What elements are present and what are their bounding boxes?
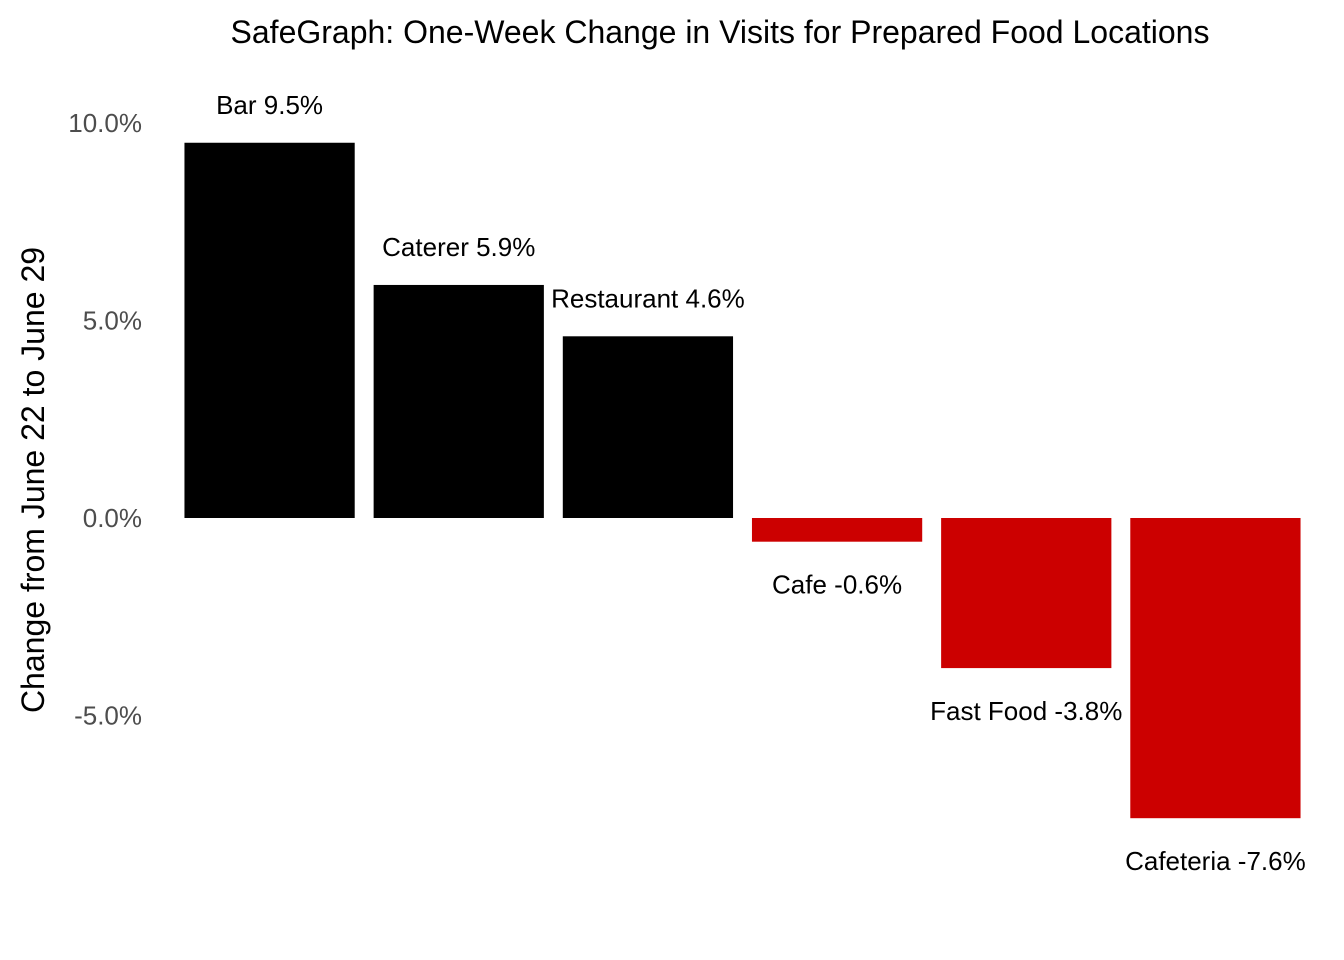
data-label: Caterer 5.9% — [382, 232, 535, 262]
bar-cafe — [751, 518, 923, 542]
y-axis-ticks: 10.0% 5.0% 0.0% -5.0% — [68, 108, 142, 731]
bars-group — [184, 142, 1301, 819]
bar-cafeteria — [1130, 518, 1301, 819]
bar-caterer — [373, 284, 544, 518]
chart-title: SafeGraph: One-Week Change in Visits for… — [231, 14, 1210, 50]
data-label: Restaurant 4.6% — [551, 283, 745, 313]
bar-labels-group: Bar 9.5% Caterer 5.9% Restaurant 4.6% Cafe … — [216, 90, 1306, 876]
y-tick-label: 5.0% — [83, 306, 142, 336]
y-tick-label: -5.0% — [74, 701, 142, 731]
y-tick-label: 0.0% — [83, 503, 142, 533]
y-tick-label: 10.0% — [68, 108, 142, 138]
data-label: Cafeteria -7.6% — [1125, 846, 1306, 876]
data-label: Fast Food -3.8% — [930, 696, 1122, 726]
bar-restaurant — [562, 336, 734, 518]
data-label: Cafe -0.6% — [772, 570, 902, 600]
y-axis-label: Change from June 22 to June 29 — [15, 247, 51, 713]
bar-bar — [184, 142, 355, 518]
bar-fast-food — [941, 518, 1112, 669]
data-label: Bar 9.5% — [216, 90, 323, 120]
